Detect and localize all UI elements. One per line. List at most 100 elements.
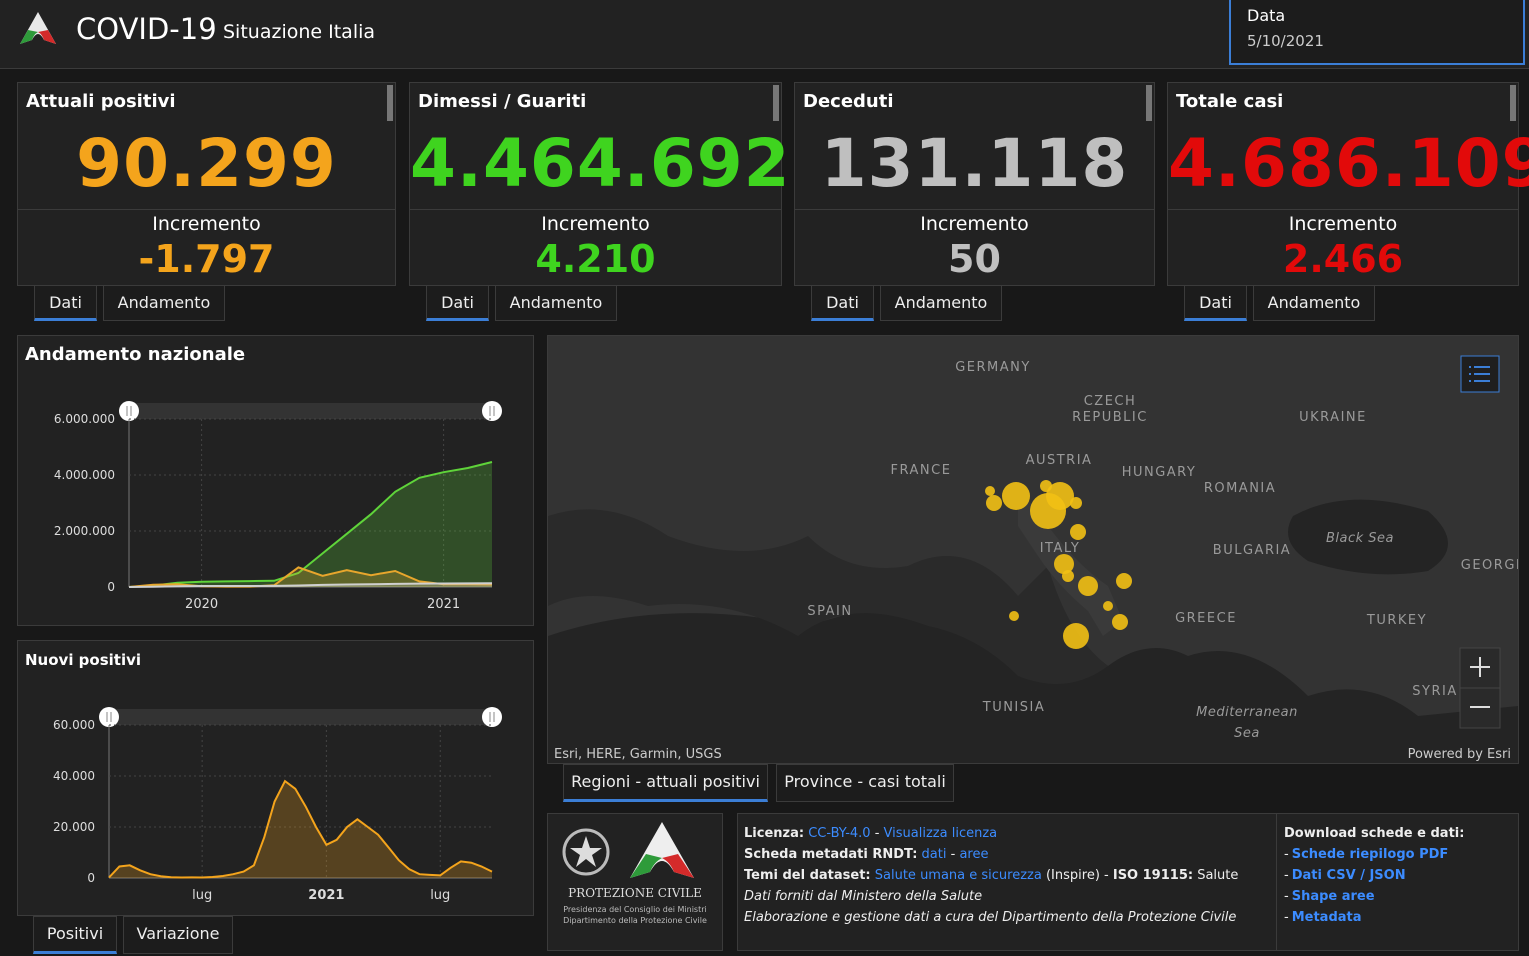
area: [129, 567, 492, 587]
stat-card: Deceduti 131.118 Incremento 50: [794, 82, 1155, 286]
card-tab[interactable]: Andamento: [880, 285, 1002, 321]
info-text: (Inspire) -: [1045, 868, 1109, 883]
card-tab[interactable]: Andamento: [1253, 285, 1375, 321]
map-label: TURKEY: [1366, 613, 1427, 628]
download-row: - Schede riepilogo PDF: [1284, 844, 1514, 865]
header: COVID-19 Situazione Italia Data 5/10/202…: [0, 0, 1529, 69]
stat-card: Totale casi 4.686.109 Incremento 2.466: [1167, 82, 1529, 286]
pc-logo: [630, 822, 694, 878]
download-row: - Shape aree: [1284, 886, 1514, 907]
range-slider: [109, 709, 492, 725]
date-label: Data: [1247, 6, 1286, 25]
map-label: ROMANIA: [1204, 481, 1276, 496]
download-link[interactable]: Dati CSV / JSON: [1291, 868, 1406, 883]
map-label: UKRAINE: [1299, 410, 1367, 425]
map-tab[interactable]: Regioni - attuali positivi: [563, 764, 768, 802]
pc-line: Presidenza del Consiglio dei Ministri: [563, 905, 707, 914]
separator: -: [950, 847, 956, 862]
slider-handle[interactable]: [482, 707, 502, 727]
card-tab[interactable]: Dati: [1184, 285, 1247, 321]
info-line: Dati forniti dal Ministero della Salute: [744, 889, 983, 904]
info-key: Licenza:: [744, 826, 805, 841]
card-tab[interactable]: Andamento: [103, 285, 225, 321]
divider: [1168, 209, 1518, 210]
card-tab[interactable]: Andamento: [495, 285, 617, 321]
date-box[interactable]: Data 5/10/2021: [1229, 0, 1525, 65]
map-label: SYRIA: [1412, 684, 1457, 699]
link[interactable]: aree: [959, 847, 989, 862]
link[interactable]: dati: [921, 847, 947, 862]
info-key: ISO 19115:: [1112, 868, 1194, 883]
card-tab[interactable]: Dati: [426, 285, 489, 321]
card-value: 131.118: [820, 125, 1129, 202]
logo: [20, 12, 56, 44]
bullet: -: [1284, 868, 1289, 883]
map-label: BULGARIA: [1213, 543, 1291, 558]
card-tab[interactable]: Dati: [34, 285, 97, 321]
emblem: [562, 828, 610, 876]
link[interactable]: Visualizza licenza: [883, 826, 998, 841]
slider-handle[interactable]: [119, 401, 139, 421]
chart-title: Nuovi positivi: [25, 651, 141, 669]
info-line: Elaborazione e gestione dati a cura del …: [744, 910, 1237, 925]
sea: [1288, 499, 1448, 575]
download-link[interactable]: Schede riepilogo PDF: [1291, 847, 1449, 862]
info-key: Temi del dataset:: [744, 868, 871, 883]
map-label: SPAIN: [807, 604, 852, 619]
zoom-icons: [1470, 657, 1490, 708]
link[interactable]: CC-BY-4.0: [808, 826, 871, 841]
sea: [548, 606, 1518, 763]
line: [108, 779, 493, 879]
legend-icon: [1469, 366, 1490, 382]
download-link[interactable]: Metadata: [1291, 910, 1362, 925]
map-label: TUNISIA: [982, 700, 1046, 715]
download-link[interactable]: Shape aree: [1291, 889, 1375, 904]
chart-tab[interactable]: Variazione: [123, 916, 233, 954]
slider-handle[interactable]: [99, 707, 119, 727]
map-label: FRANCE: [891, 463, 952, 478]
app-title: COVID-19: [76, 12, 217, 46]
x-tick-label: lug: [430, 888, 450, 903]
y-tick-label: 4.000.000: [54, 468, 115, 482]
y-tick-label: 6.000.000: [54, 412, 115, 426]
x-tick-label: lug: [192, 888, 212, 903]
footer-info: Licenza: CC-BY-4.0 - Visualizza licenza …: [737, 813, 1519, 951]
map-label: Sea: [1234, 726, 1260, 741]
card-tab[interactable]: Dati: [811, 285, 874, 321]
download-row: - Metadata: [1284, 907, 1514, 928]
scrollbar: [1146, 85, 1152, 121]
divider: [410, 209, 781, 210]
chart-tab[interactable]: Positivi: [33, 916, 117, 954]
info-text: Salute: [1197, 868, 1239, 883]
link[interactable]: Salute umana e sicurezza: [874, 868, 1042, 883]
divider: [18, 209, 395, 210]
info-key: Scheda metadati RNDT:: [744, 847, 918, 862]
x-tick-label: 2021: [427, 597, 460, 612]
stat-card: Dimessi / Guariti 4.464.692 Incremento 4.21…: [409, 82, 791, 286]
map-label: REPUBLIC: [1072, 410, 1148, 425]
bullet: -: [1284, 910, 1289, 925]
increment-label: Incremento: [152, 213, 261, 235]
increment-label: Incremento: [1288, 213, 1398, 235]
increment-value: -1.797: [138, 237, 275, 281]
downloads: Download schede e dati: - Schede riepilog…: [1284, 823, 1514, 928]
slider-handle[interactable]: [482, 401, 502, 421]
map-tab[interactable]: Province - casi totali: [776, 764, 954, 802]
separator: -: [874, 826, 880, 841]
chart-panel: Nuovi positivi 0 20.000 40.000 60.000 lug 2021…: [17, 640, 534, 916]
map-label: HUNGARY: [1122, 465, 1197, 480]
area: [129, 462, 492, 587]
card-value: 90.299: [76, 125, 337, 202]
bullet: -: [1284, 847, 1289, 862]
map-label: ITALY: [1040, 541, 1081, 556]
date-value: 5/10/2021: [1247, 32, 1324, 50]
card-value: 4.464.692: [410, 125, 791, 202]
map-powered-by: Powered by Esri: [1408, 747, 1511, 762]
card-title: Dimessi / Guariti: [418, 91, 587, 112]
chart-title: Andamento nazionale: [25, 344, 245, 365]
card-title: Totale casi: [1176, 91, 1284, 112]
map-label: AUSTRIA: [1026, 453, 1093, 468]
map[interactable]: GERMANY CZECH REPUBLIC UKRAINE FRANCE AUSTRIA…: [547, 335, 1519, 764]
map-label: Black Sea: [1326, 531, 1394, 546]
